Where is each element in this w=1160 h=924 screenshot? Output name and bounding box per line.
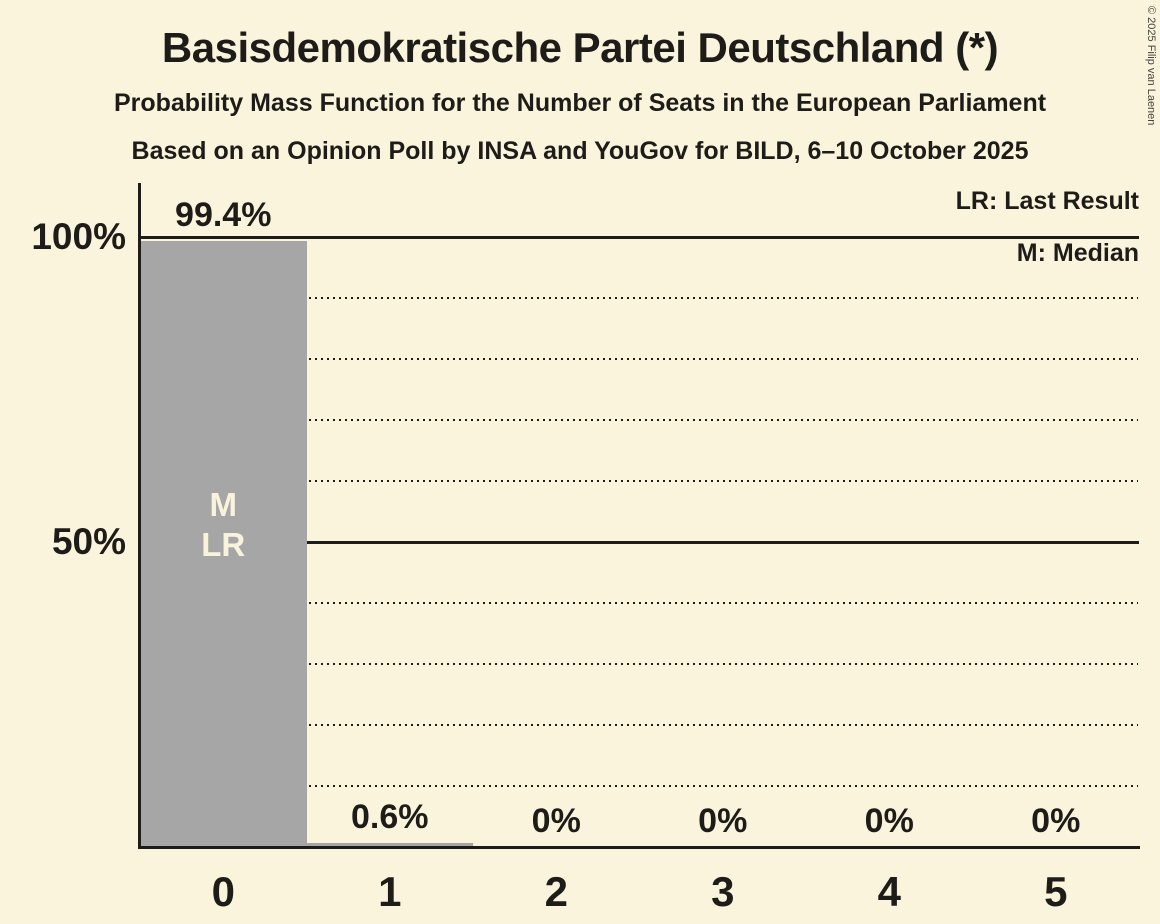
bar-annotation-line: M bbox=[209, 486, 238, 523]
x-tick-label: 1 bbox=[378, 868, 402, 915]
bar-value-label: 99.4% bbox=[175, 195, 272, 234]
bar-seats-0 bbox=[140, 240, 307, 847]
x-tick-label: 3 bbox=[711, 868, 735, 915]
x-axis-line bbox=[138, 846, 1140, 849]
gridline-dotted-90 bbox=[141, 297, 1138, 299]
gridline-dotted-30 bbox=[141, 663, 1138, 665]
y-tick-label: 50% bbox=[51, 521, 126, 562]
bar-value-label: 0% bbox=[864, 802, 914, 840]
x-tick-label: 2 bbox=[544, 868, 568, 915]
y-tick-label: 100% bbox=[31, 216, 126, 257]
bar-value-label: 0.6% bbox=[351, 798, 429, 837]
gridline-dotted-60 bbox=[141, 480, 1138, 482]
bar-annotation-line: LR bbox=[201, 526, 246, 563]
chart-subtitle-2: Based on an Opinion Poll by INSA and You… bbox=[131, 137, 1029, 165]
x-tick-label: 5 bbox=[1044, 868, 1068, 915]
gridline-dotted-40 bbox=[141, 602, 1138, 604]
chart-title: Basisdemokratische Partei Deutschland (*… bbox=[161, 24, 999, 71]
gridline-solid-100 bbox=[140, 235, 1139, 239]
gridline-dotted-10 bbox=[141, 785, 1138, 787]
bar-value-label: 0% bbox=[1031, 802, 1081, 840]
bar-seats-1 bbox=[306, 843, 473, 847]
legend-last-result: LR: Last Result bbox=[955, 187, 1139, 215]
legend-median: M: Median bbox=[1016, 239, 1139, 267]
gridline-dotted-20 bbox=[141, 724, 1138, 726]
gridline-dotted-80 bbox=[141, 358, 1138, 360]
bar-annotation-median-last-result: M LR bbox=[140, 485, 307, 565]
x-tick-label: 4 bbox=[877, 868, 901, 915]
x-tick-label: 0 bbox=[211, 868, 235, 915]
gridline-dotted-70 bbox=[141, 419, 1138, 421]
chart-subtitle-1: Probability Mass Function for the Number… bbox=[113, 89, 1047, 117]
bar-value-label: 0% bbox=[698, 802, 748, 840]
y-axis-line bbox=[138, 183, 141, 849]
bar-value-label: 0% bbox=[531, 802, 581, 840]
gridline-solid-50 bbox=[140, 540, 1139, 544]
